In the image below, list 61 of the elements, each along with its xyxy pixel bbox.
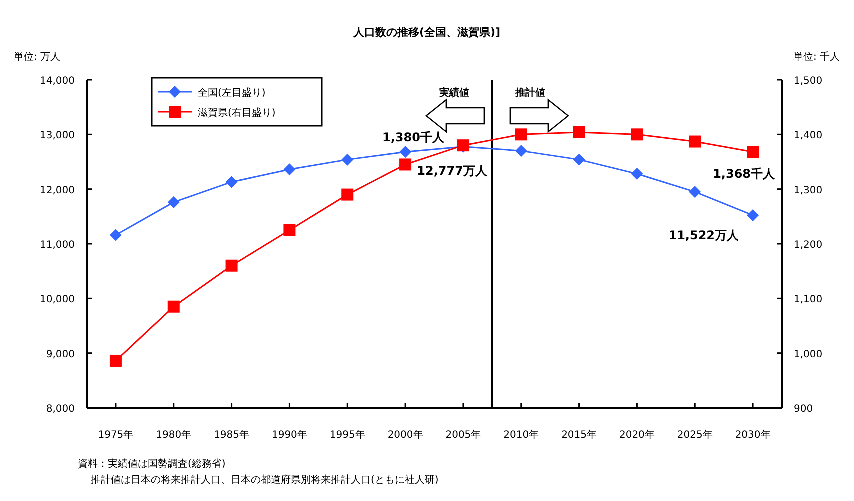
legend-label: 滋賀県(右目盛り) <box>198 107 276 119</box>
y2-tick-label: 1,500 <box>794 76 823 87</box>
annotation: 1,380千人 <box>382 130 446 145</box>
point <box>110 229 122 242</box>
point <box>342 154 354 166</box>
y2-tick-label: 1,300 <box>794 185 823 196</box>
y-tick-label: 11,000 <box>40 240 75 251</box>
x-tick-label: 1980年 <box>156 429 192 441</box>
y-tick-label: 13,000 <box>40 130 75 142</box>
point <box>168 196 180 208</box>
annotation: 1,368千人 <box>713 167 776 182</box>
y-tick-label: 9,000 <box>46 349 75 360</box>
point <box>631 128 644 141</box>
point <box>284 224 296 236</box>
y-tick-label: 8,000 <box>46 404 75 415</box>
point <box>747 209 760 222</box>
x-tick-label: 1990年 <box>272 429 308 441</box>
point <box>284 164 296 176</box>
point <box>515 128 528 141</box>
point <box>689 136 702 148</box>
point <box>400 158 412 171</box>
y-tick-label: 10,000 <box>40 294 75 306</box>
y2-tick-label: 1,000 <box>794 349 823 360</box>
point <box>515 145 528 158</box>
y2-tick-label: 1,200 <box>794 240 823 251</box>
point <box>573 154 586 166</box>
x-tick-label: 2000年 <box>388 429 424 441</box>
annotation: 推計値 <box>514 87 546 99</box>
legend-label: 全国(左目盛り) <box>198 87 266 99</box>
point <box>573 126 586 138</box>
point <box>168 300 180 313</box>
annotation: 実績値 <box>438 87 470 99</box>
point <box>747 146 760 158</box>
point <box>110 354 122 367</box>
y2-tick-label: 900 <box>794 404 814 415</box>
x-tick-label: 2025年 <box>677 429 713 441</box>
y-axis-title: 単位: 万人 <box>14 51 61 63</box>
text: 資料：実績値は国勢調査(総務省) <box>78 458 226 470</box>
x-tick-label: 2020年 <box>619 429 655 441</box>
chart-title: 人口数の推移(全国、滋賀県)] <box>352 26 501 39</box>
point <box>226 260 238 272</box>
text: 推計値は日本の将来推計人口、日本の都道府県別将来推計人口(ともに社人研) <box>91 474 439 486</box>
x-tick-label: 1985年 <box>214 429 250 441</box>
x-tick-label: 1975年 <box>98 429 134 441</box>
point <box>400 146 412 158</box>
x-tick-label: 2015年 <box>562 429 598 441</box>
point <box>342 188 354 201</box>
x-tick-label: 2010年 <box>504 429 540 441</box>
point <box>631 168 644 180</box>
point <box>226 176 238 188</box>
y-tick-label: 12,000 <box>40 185 75 196</box>
x-tick-label: 1995年 <box>330 429 366 441</box>
point <box>689 186 702 198</box>
x-tick-label: 2005年 <box>446 429 482 441</box>
annotation: 12,777万人 <box>417 164 488 178</box>
y2-tick-label: 1,400 <box>794 130 823 142</box>
annotation: 11,522万人 <box>668 228 740 242</box>
y-tick-label: 14,000 <box>40 76 75 87</box>
y2-tick-label: 1,100 <box>794 294 823 306</box>
y2-axis-title: 単位: 千人 <box>793 51 840 63</box>
x-tick-label: 2030年 <box>735 429 771 441</box>
